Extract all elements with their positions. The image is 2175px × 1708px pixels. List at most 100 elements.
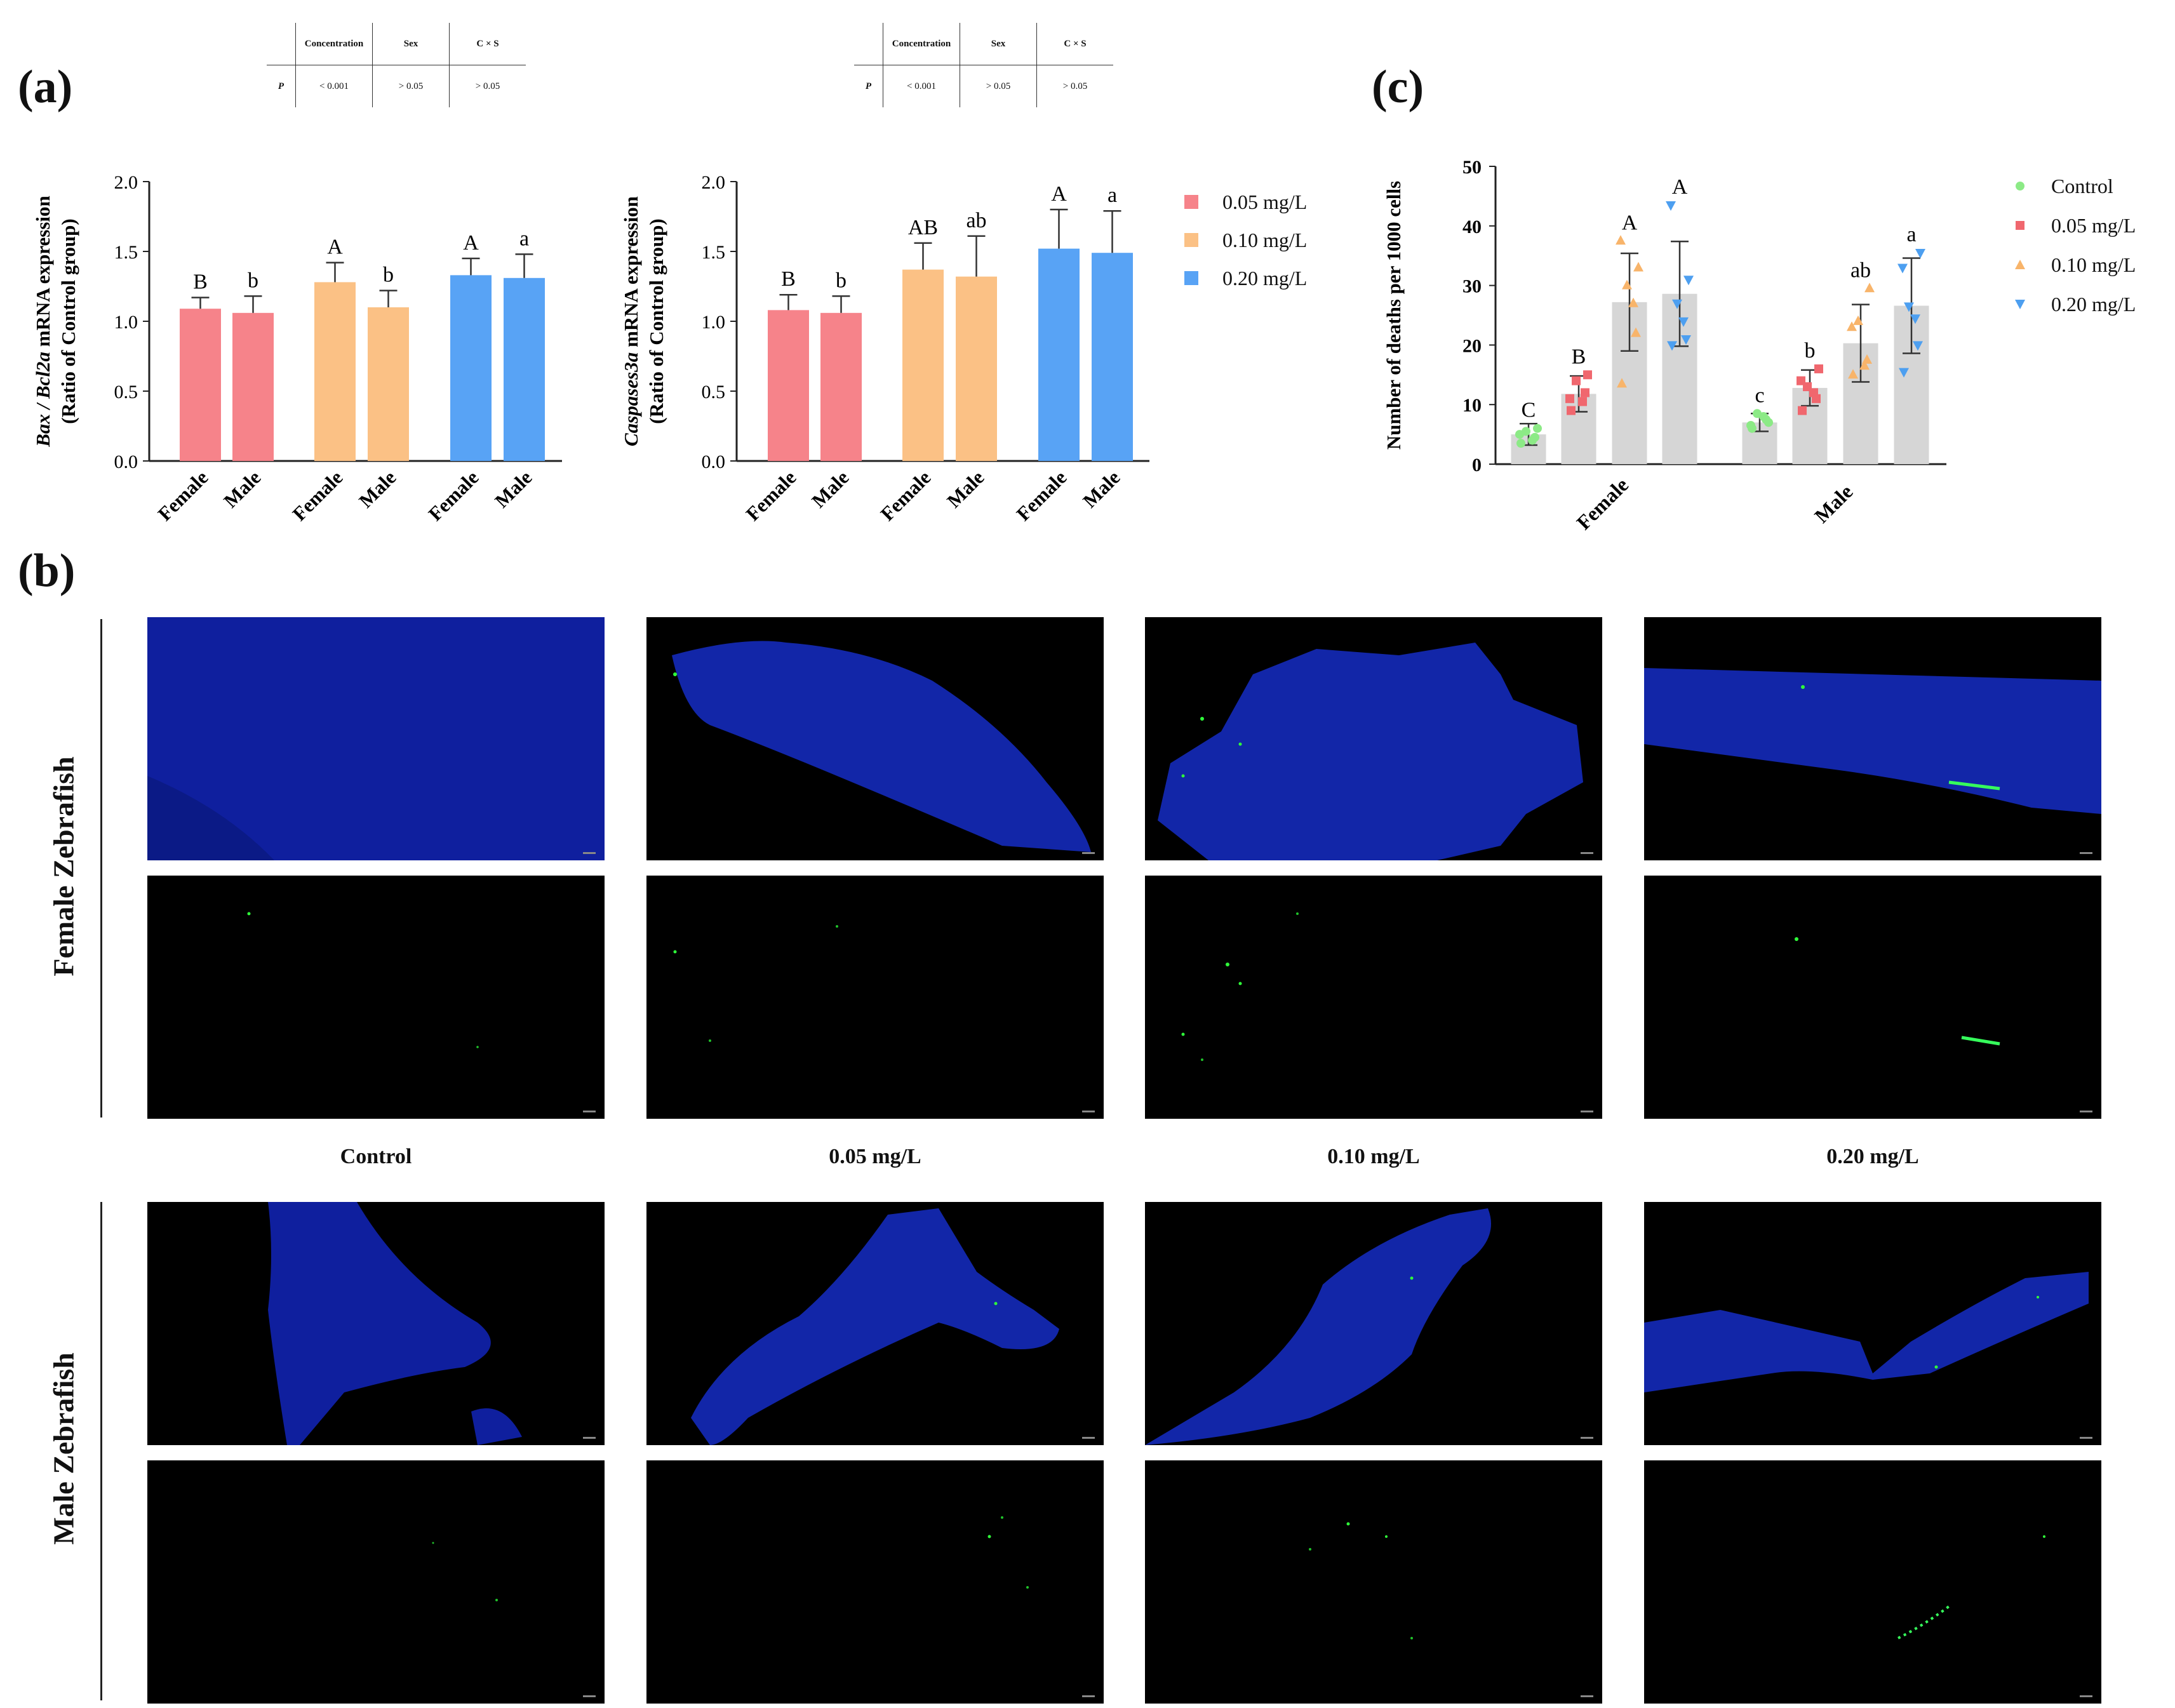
bar <box>232 312 274 461</box>
significance-letter: A <box>1672 175 1688 199</box>
data-point <box>1798 406 1807 415</box>
column-label-0-20: 0.20 mg/L <box>1826 1145 1919 1168</box>
significance-letter: A <box>463 231 479 255</box>
data-point <box>1578 397 1587 406</box>
significance-letter: a <box>1906 223 1916 246</box>
micrograph-male-control-merged <box>147 1202 605 1445</box>
y-tick-label: 30 <box>1462 276 1482 297</box>
significance-letter: b <box>836 269 847 292</box>
bar <box>504 277 545 461</box>
stats-header: Sex <box>960 23 1037 65</box>
panel-label-b: (b) <box>18 545 76 597</box>
significance-letter: B <box>1572 345 1586 368</box>
significance-letter: AB <box>908 216 938 239</box>
significance-letter: A <box>1051 182 1067 206</box>
female-row-divider <box>100 619 102 1118</box>
x-tick-label: Male <box>490 466 536 512</box>
legend-label: 0.20 mg/L <box>1222 266 1308 290</box>
legend-c: Control 0.05 mg/L 0.10 mg/L 0.20 mg/L <box>2013 166 2136 324</box>
significance-letter: a <box>519 227 529 250</box>
significance-letter: C <box>1522 399 1536 422</box>
x-tick-label: Female <box>876 466 935 525</box>
data-point <box>1897 264 1908 274</box>
data-point <box>1528 436 1537 445</box>
y-axis-label: Bax / Bcl2a mRNA expression <box>32 196 54 448</box>
micrograph-male-0-05-merged <box>646 1202 1104 1445</box>
legend-label: 0.20 mg/L <box>2051 292 2136 316</box>
bar <box>314 282 356 461</box>
y-tick-label: 1.0 <box>114 312 138 333</box>
y-tick-label: 0.0 <box>702 451 726 472</box>
significance-letter: B <box>193 270 208 294</box>
y-axis-label-line2: (Ratio of Control group) <box>57 218 79 424</box>
legend-label: 0.10 mg/L <box>1222 228 1308 251</box>
x-tick-label: Female <box>1012 466 1071 525</box>
micrograph-female-control-merged <box>147 617 605 860</box>
x-tick-label: Male <box>807 466 853 512</box>
row-label-female: Female Zebrafish <box>47 756 80 977</box>
micrograph-male-0-10-green <box>1145 1460 1602 1704</box>
y-axis-label-line2: (Ratio of Control group) <box>645 218 667 424</box>
micrograph-male-0-05-green <box>646 1460 1104 1704</box>
bar <box>180 309 221 461</box>
significance-letter: a <box>1108 183 1117 207</box>
data-point <box>1859 360 1870 370</box>
triangle-up-marker-icon <box>2015 260 2025 269</box>
micrograph-female-0-05-merged <box>646 617 1104 860</box>
stats-value: > 0.05 <box>449 65 526 107</box>
y-tick-label: 1.0 <box>702 312 726 333</box>
micrograph-male-0-20-merged <box>1644 1202 2101 1445</box>
micrograph-female-0-05-green <box>646 876 1104 1119</box>
stats-header: C × S <box>1036 23 1113 65</box>
bar <box>768 310 809 461</box>
x-tick-label: Male <box>1078 466 1124 512</box>
stats-header: Concentration <box>295 23 373 65</box>
bar <box>820 312 862 461</box>
micrograph-male-0-20-green <box>1644 1460 2101 1704</box>
significance-letter: A <box>1622 211 1638 234</box>
legend-swatch <box>1184 271 1198 285</box>
data-point <box>1572 376 1581 385</box>
bar <box>450 275 492 461</box>
legend-label: 0.10 mg/L <box>2051 253 2136 276</box>
micrograph-female-0-10-merged <box>1145 617 1602 860</box>
legend-swatch <box>1184 233 1198 247</box>
significance-letter: b <box>383 264 394 287</box>
stats-header: Concentration <box>883 23 960 65</box>
data-point <box>1746 421 1755 430</box>
stats-header: Sex <box>372 23 450 65</box>
data-point <box>1515 430 1524 439</box>
y-axis-label: Number of deaths per 1000 cells <box>1382 181 1405 450</box>
data-point <box>1533 424 1542 433</box>
x-tick-label: Male <box>942 466 988 512</box>
square-marker-icon <box>2016 221 2024 230</box>
data-point <box>1759 411 1768 421</box>
y-tick-label: 40 <box>1462 217 1482 237</box>
significance-letter: c <box>1755 384 1764 407</box>
stats-value: > 0.05 <box>960 65 1037 107</box>
y-axis-label: Caspases3a mRNA expression <box>620 196 642 446</box>
significance-letter: b <box>248 269 258 292</box>
y-tick-label: 20 <box>1462 335 1482 356</box>
data-point <box>1864 283 1875 293</box>
data-point <box>1814 364 1823 373</box>
significance-letter: A <box>327 236 343 259</box>
y-tick-label: 1.5 <box>114 242 138 263</box>
y-tick-label: 0 <box>1472 455 1482 476</box>
data-point <box>1899 368 1909 378</box>
data-point <box>1848 369 1858 379</box>
x-tick-label: Female <box>742 466 801 525</box>
data-point <box>1681 335 1691 345</box>
x-tick-label: Male <box>354 466 400 512</box>
bar <box>368 307 409 461</box>
bar <box>902 269 944 461</box>
data-point <box>1853 315 1863 325</box>
data-point <box>1915 249 1925 259</box>
stats-table-bax: Concentration Sex C × S P < 0.001 > 0.05… <box>267 23 526 107</box>
row-label-male: Male Zebrafish <box>47 1352 80 1545</box>
data-point <box>1616 235 1626 245</box>
data-point <box>1797 376 1805 385</box>
y-tick-label: 1.5 <box>702 242 726 263</box>
stats-table-caspase: Concentration Sex C × S P < 0.001 > 0.05… <box>854 23 1113 107</box>
data-point <box>1913 341 1923 351</box>
